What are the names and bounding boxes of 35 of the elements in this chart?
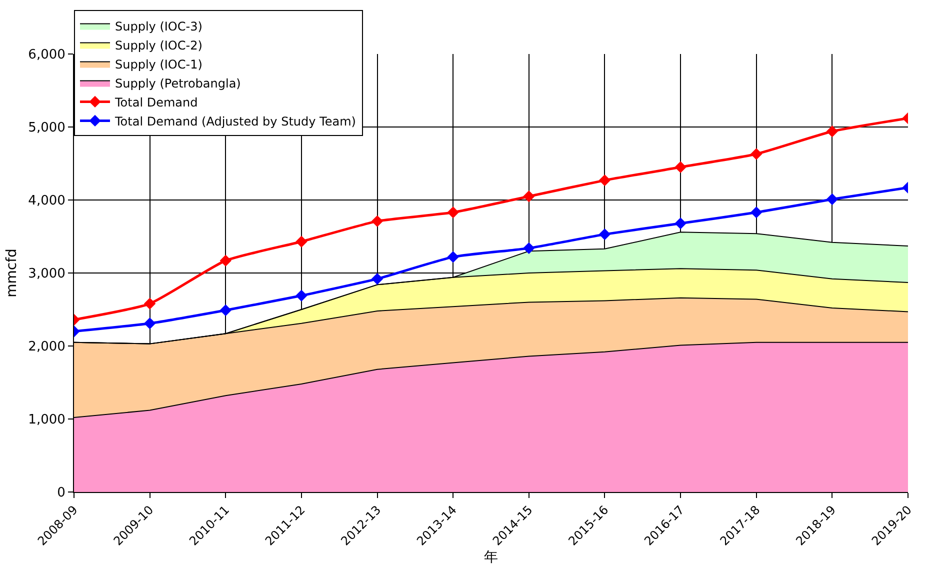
point (826, 126, 838, 138)
point (523, 190, 535, 202)
point (447, 206, 459, 218)
y-axis-title: mmcfd (4, 248, 20, 298)
point (296, 290, 308, 302)
y-tick-label: 4,000 (28, 194, 66, 209)
point (220, 304, 232, 316)
y-tick-label: 3,000 (28, 266, 66, 282)
point (144, 318, 156, 330)
legend-label: Supply (IOC-3) (115, 19, 202, 34)
point (220, 254, 232, 266)
point (674, 218, 686, 230)
point (826, 193, 838, 206)
point (598, 174, 611, 186)
y-tick-label: 1,000 (28, 412, 66, 428)
y-tick-label: 0 (57, 486, 66, 501)
point (674, 161, 686, 173)
legend-label: Supply (IOC-1) (115, 57, 202, 72)
point (750, 206, 762, 218)
point (371, 272, 384, 285)
point (144, 298, 156, 310)
y-tick-label: 6,000 (28, 48, 66, 63)
y-tick-label: 2,000 (28, 340, 66, 355)
legend-label: Total Demand (114, 95, 198, 110)
legend-label: Supply (Petrobangla) (115, 76, 241, 90)
legend-label: Total Demand (Adjusted by Study Team) (114, 114, 356, 128)
legend-label: Supply (IOC-2) (115, 38, 202, 52)
point (371, 215, 384, 228)
point (296, 236, 308, 248)
y-tick-label: 5,000 (28, 120, 66, 136)
point (523, 242, 535, 254)
point (598, 228, 611, 240)
point (750, 148, 762, 160)
x-axis-title: 年 (484, 550, 498, 566)
point (447, 251, 459, 263)
